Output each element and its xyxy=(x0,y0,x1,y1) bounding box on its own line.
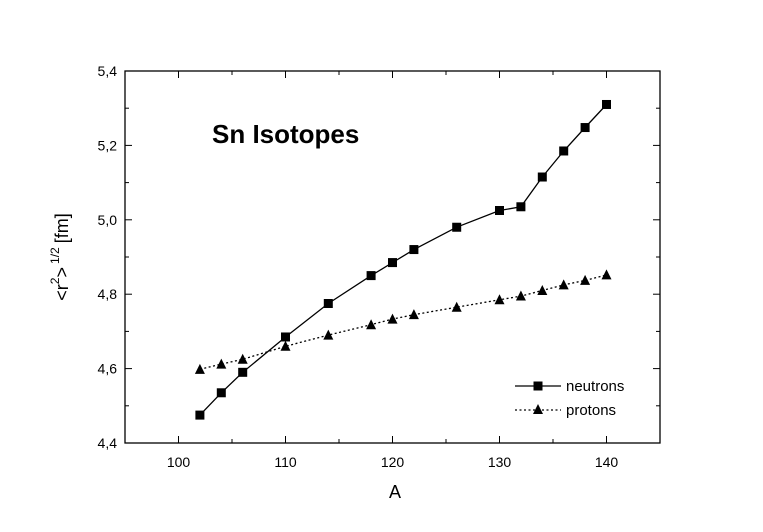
legend-marker-protons xyxy=(533,404,543,414)
data-point-neutrons xyxy=(281,332,290,342)
data-point-protons xyxy=(194,363,205,374)
data-point-protons xyxy=(237,353,248,364)
data-point-protons xyxy=(280,340,291,351)
data-point-neutrons xyxy=(366,271,376,281)
data-point-protons xyxy=(515,290,526,301)
y-tick-label: 5,2 xyxy=(98,137,118,153)
data-point-protons xyxy=(451,301,462,312)
legend-label-neutrons: neutrons xyxy=(566,378,624,395)
x-tick-label: 140 xyxy=(595,454,619,470)
data-point-neutrons xyxy=(537,172,547,182)
data-point-protons xyxy=(366,319,377,330)
y-axis-title-exp: 1/2 xyxy=(48,247,62,264)
data-point-protons xyxy=(601,269,612,280)
legend-label-protons: protons xyxy=(566,402,616,419)
data-point-protons xyxy=(323,329,334,340)
data-point-neutrons xyxy=(495,206,504,215)
y-axis-title-close: > xyxy=(52,267,72,278)
svg-text:<r2>1/2[fm]: <r2>1/2 [fm] xyxy=(48,213,72,300)
x-tick-label: 120 xyxy=(381,454,405,470)
data-point-neutrons xyxy=(452,222,462,232)
y-axis-title-base: <r xyxy=(52,284,72,301)
series-protons xyxy=(194,269,612,374)
series-line-neutrons xyxy=(199,104,607,416)
legend: neutrons protons xyxy=(515,378,624,419)
data-point-neutrons xyxy=(388,258,397,268)
x-axis-title: A xyxy=(389,482,401,502)
series-line-protons xyxy=(199,274,607,370)
legend-item-protons: protons xyxy=(515,402,616,419)
data-point-protons xyxy=(408,309,419,320)
data-point-protons xyxy=(387,313,398,324)
data-point-protons xyxy=(537,284,548,295)
y-tick-label: 4,8 xyxy=(98,286,118,302)
data-point-protons xyxy=(558,279,569,290)
data-point-neutrons xyxy=(195,410,205,420)
series-group xyxy=(194,99,612,420)
data-point-neutrons xyxy=(516,202,526,212)
y-tick-label: 4,4 xyxy=(98,435,118,451)
legend-item-neutrons: neutrons xyxy=(515,378,624,395)
y-axis-title-sup: 2 xyxy=(48,277,62,284)
x-tick-label: 100 xyxy=(167,454,191,470)
data-point-neutrons xyxy=(580,123,590,133)
x-tick-label: 110 xyxy=(274,454,297,470)
x-tick-label: 130 xyxy=(488,454,512,470)
annotation-title: Sn Isotopes xyxy=(212,119,359,149)
series-neutrons xyxy=(195,99,611,420)
ticks-group: 100 110 120 130 140 4,4 4,6 4,8 5,0 5,2 5,4 xyxy=(98,63,661,470)
data-point-protons xyxy=(216,358,227,369)
data-point-neutrons xyxy=(323,299,333,308)
data-point-protons xyxy=(580,274,591,285)
y-tick-label: 4,6 xyxy=(98,361,118,377)
y-tick-label: 5,0 xyxy=(98,212,118,228)
data-point-protons xyxy=(494,294,505,305)
data-point-neutrons xyxy=(409,245,419,255)
data-point-neutrons xyxy=(216,388,226,398)
data-point-neutrons xyxy=(602,99,611,109)
data-point-neutrons xyxy=(559,146,569,156)
y-axis-title: <r2>1/2 [fm] xyxy=(48,213,72,300)
legend-marker-neutrons xyxy=(533,381,543,391)
y-axis-title-unit: [fm] xyxy=(52,213,72,243)
data-point-neutrons xyxy=(238,367,248,377)
y-tick-label: 5,4 xyxy=(98,63,118,79)
